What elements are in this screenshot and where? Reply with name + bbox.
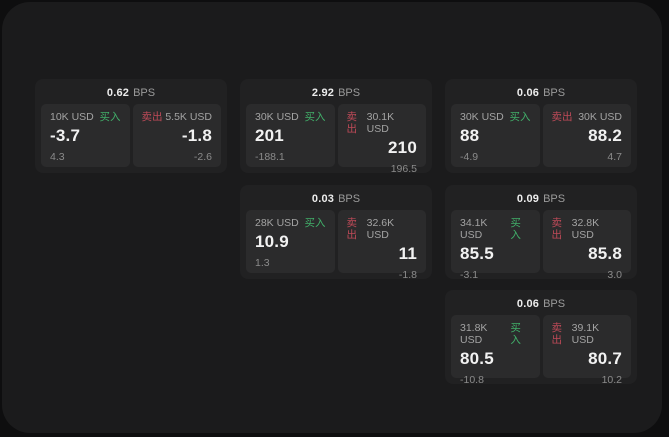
buy-tag: 买入 [99, 111, 121, 123]
buy-tag: 买入 [509, 111, 531, 123]
bps-value: 0.09 [516, 192, 540, 205]
sell-delta: 196.5 [390, 163, 417, 175]
buy-amount: 28K USD [255, 217, 299, 229]
bps-value: 2.92 [311, 86, 335, 99]
sell-amount: 39.1K USD [571, 322, 600, 346]
buy-tag: 买入 [510, 322, 521, 346]
buy-panel[interactable]: 28K USD 买入 10.9 1.3 [246, 210, 335, 273]
quote-card: 0.62 BPS 10K USD 买入 -3.7 4.3 卖出 5.5K USD… [35, 79, 227, 173]
bps-unit: BPS [543, 297, 566, 310]
bps-unit: BPS [543, 192, 566, 205]
sell-panel[interactable]: 卖出 39.1K USD 80.7 10.2 [542, 315, 631, 386]
buy-amount: 30K USD [255, 111, 299, 123]
bps-header: 0.06 BPS [445, 79, 637, 104]
buy-panel[interactable]: 10K USD 买入 -3.7 4.3 [41, 104, 130, 167]
sell-tag: 卖出 [551, 322, 563, 346]
bps-header: 2.92 BPS [240, 79, 432, 104]
buy-delta: -10.8 [460, 374, 484, 386]
buy-panel[interactable]: 30K USD 买入 88 -4.9 [451, 104, 540, 167]
sell-tag: 卖出 [346, 111, 358, 135]
bps-header: 0.09 BPS [445, 185, 637, 210]
buy-tag: 买入 [304, 217, 326, 229]
bps-unit: BPS [543, 86, 566, 99]
sell-price: 210 [388, 138, 417, 157]
sell-delta: 4.7 [607, 151, 622, 163]
sell-tag: 卖出 [551, 111, 573, 123]
quote-card: 0.06 BPS 31.8K USD 买入 80.5 -10.8 卖出 39.1… [445, 290, 637, 386]
bps-value: 0.06 [516, 297, 540, 310]
bps-value: 0.06 [516, 86, 540, 99]
bps-value: 0.62 [106, 86, 130, 99]
sell-price: 85.8 [588, 244, 622, 263]
quote-card: 0.06 BPS 30K USD 买入 88 -4.9 卖出 30K USD 8… [445, 79, 637, 173]
buy-amount: 31.8K USD [460, 322, 488, 346]
sell-panel[interactable]: 卖出 32.6K USD 11 -1.8 [337, 210, 426, 281]
bps-unit: BPS [338, 86, 361, 99]
bps-unit: BPS [133, 86, 156, 99]
buy-price: 88 [460, 126, 480, 145]
bps-header: 0.03 BPS [240, 185, 432, 210]
sell-tag: 卖出 [551, 217, 563, 241]
buy-price: 85.5 [460, 244, 494, 263]
sell-price: 88.2 [588, 126, 622, 145]
buy-panel[interactable]: 34.1K USD 买入 85.5 -3.1 [451, 210, 540, 281]
sell-amount: 32.6K USD [366, 217, 395, 241]
buy-delta: -3.1 [460, 269, 479, 281]
buy-price: -3.7 [50, 126, 81, 145]
sell-amount: 30.1K USD [366, 111, 395, 135]
buy-amount: 10K USD [50, 111, 94, 123]
buy-panel[interactable]: 31.8K USD 买入 80.5 -10.8 [451, 315, 540, 386]
buy-amount: 34.1K USD [460, 217, 488, 241]
quote-card: 2.92 BPS 30K USD 买入 201 -188.1 卖出 30.1K … [240, 79, 432, 175]
sell-tag: 卖出 [346, 217, 358, 241]
buy-price: 201 [255, 126, 284, 145]
sell-tag: 卖出 [141, 111, 163, 123]
sell-panel[interactable]: 卖出 32.8K USD 85.8 3.0 [542, 210, 631, 281]
sell-panel[interactable]: 卖出 30.1K USD 210 196.5 [337, 104, 426, 175]
sell-price: -1.8 [181, 126, 212, 145]
buy-tag: 买入 [510, 217, 521, 241]
buy-delta: -188.1 [255, 151, 285, 163]
quote-card: 0.03 BPS 28K USD 买入 10.9 1.3 卖出 32.6K US… [240, 185, 432, 281]
buy-price: 80.5 [460, 349, 494, 368]
sell-amount: 32.8K USD [571, 217, 600, 241]
sell-panel[interactable]: 卖出 30K USD 88.2 4.7 [542, 104, 631, 167]
bps-unit: BPS [338, 192, 361, 205]
bps-header: 0.62 BPS [35, 79, 227, 104]
main-panel: 0.62 BPS 10K USD 买入 -3.7 4.3 卖出 5.5K USD… [2, 2, 662, 433]
buy-delta: -4.9 [460, 151, 479, 163]
sell-delta: -2.6 [193, 151, 212, 163]
sell-delta: 3.0 [607, 269, 622, 281]
buy-tag: 买入 [304, 111, 326, 123]
buy-panel[interactable]: 30K USD 买入 201 -188.1 [246, 104, 335, 167]
quote-card: 0.09 BPS 34.1K USD 买入 85.5 -3.1 卖出 32.8K… [445, 185, 637, 281]
sell-delta: 10.2 [601, 374, 622, 386]
buy-delta: 1.3 [255, 257, 270, 269]
sell-panel[interactable]: 卖出 5.5K USD -1.8 -2.6 [132, 104, 221, 167]
sell-amount: 5.5K USD [165, 111, 212, 123]
buy-delta: 4.3 [50, 151, 65, 163]
sell-delta: -1.8 [398, 269, 417, 281]
bps-header: 0.06 BPS [445, 290, 637, 315]
sell-price: 80.7 [588, 349, 622, 368]
sell-price: 11 [398, 244, 417, 263]
buy-amount: 30K USD [460, 111, 504, 123]
sell-amount: 30K USD [578, 111, 622, 123]
buy-price: 10.9 [255, 232, 289, 251]
bps-value: 0.03 [311, 192, 335, 205]
